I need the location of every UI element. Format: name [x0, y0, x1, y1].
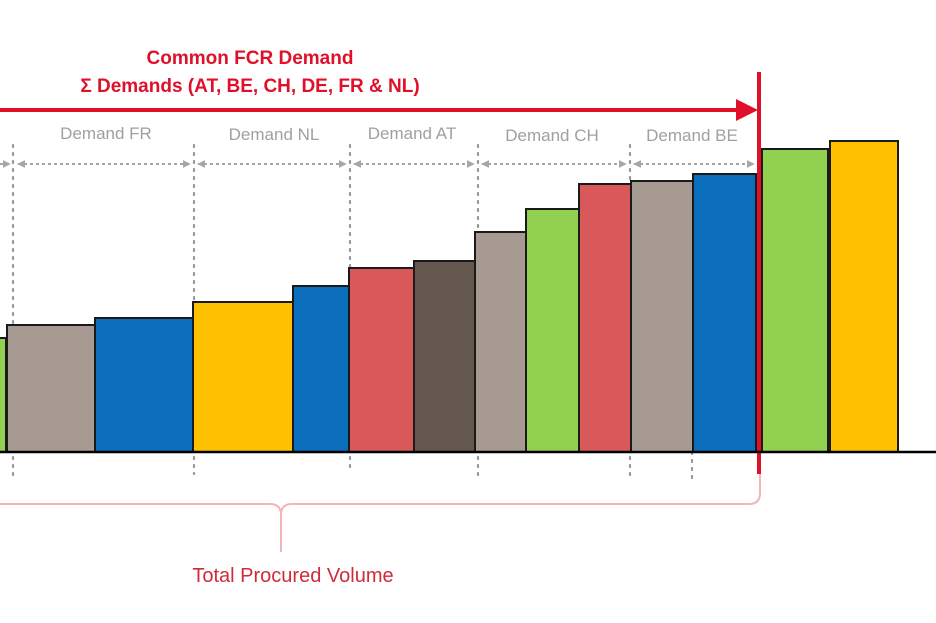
segment-label-be: Demand BE: [646, 126, 738, 145]
title-line-2: Σ Demands (AT, BE, CH, DE, FR & NL): [80, 76, 419, 97]
bar-1: [0, 337, 7, 453]
segment-label-ch: Demand CH: [505, 126, 599, 145]
bar-4: [192, 301, 294, 453]
segment-label-nl: Demand NL: [229, 125, 320, 144]
bar-5: [292, 285, 350, 453]
bar-13: [761, 148, 829, 453]
bar-2: [6, 324, 96, 453]
bar-6: [348, 267, 415, 453]
common-demand-arrow: [0, 99, 758, 121]
bar-12: [692, 173, 757, 453]
bar-10: [578, 183, 632, 453]
bar-9: [525, 208, 580, 453]
segment-label-at: Demand AT: [368, 124, 457, 143]
bar-3: [94, 317, 194, 453]
procured-volume-bracket: [0, 474, 761, 552]
total-procured-volume-label: Total Procured Volume: [192, 565, 393, 587]
bar-14: [829, 140, 899, 453]
bar-group: [0, 140, 899, 453]
bar-8: [474, 231, 527, 453]
segment-label-fr: Demand FR: [60, 124, 152, 143]
bar-11: [630, 180, 694, 453]
title-line-1: Common FCR Demand: [147, 48, 354, 69]
bar-7: [413, 260, 476, 453]
